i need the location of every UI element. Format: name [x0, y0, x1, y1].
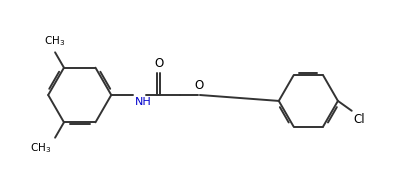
Text: O: O [154, 57, 163, 70]
Text: O: O [195, 79, 204, 92]
Text: NH: NH [135, 97, 152, 107]
Text: CH$_3$: CH$_3$ [30, 142, 51, 155]
Text: Cl: Cl [354, 113, 365, 126]
Text: CH$_3$: CH$_3$ [44, 35, 66, 48]
